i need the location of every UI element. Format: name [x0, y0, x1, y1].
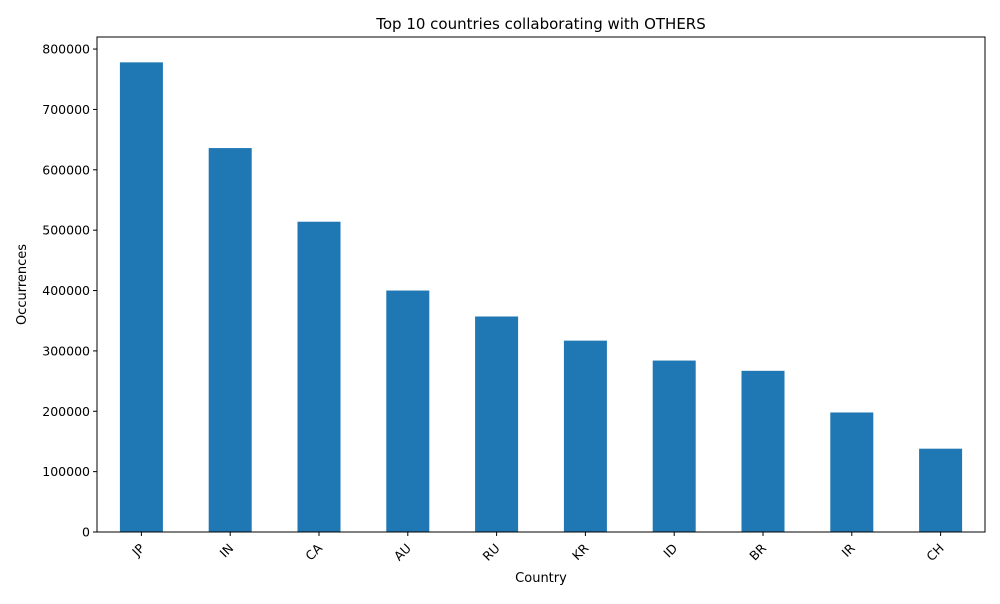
y-tick-label: 600000 — [42, 162, 90, 177]
x-tick-label: IN — [216, 541, 236, 561]
bar-br — [741, 370, 785, 532]
x-tick-label: BR — [746, 540, 769, 563]
x-tick-label: JP — [128, 540, 148, 560]
y-tick-label: 500000 — [42, 223, 90, 238]
y-tick-label: 0 — [82, 525, 90, 540]
y-axis-label: Occurrences — [15, 244, 30, 325]
bar-id — [652, 360, 696, 532]
chart-title: Top 10 countries collaborating with OTHE… — [375, 15, 706, 33]
bar-ca — [297, 221, 341, 532]
x-axis-label: Country — [515, 571, 567, 586]
bar-au — [386, 290, 430, 532]
bar-jp — [119, 62, 163, 532]
bar-ru — [475, 316, 519, 532]
y-tick-label: 300000 — [42, 343, 90, 358]
bar-kr — [563, 340, 607, 532]
x-tick-label: IR — [839, 540, 859, 560]
x-tick-label: RU — [479, 541, 502, 564]
x-tick-label: ID — [660, 541, 680, 561]
y-tick-label: 100000 — [42, 464, 90, 479]
plot-frame — [96, 36, 986, 533]
bar-ir — [830, 412, 874, 532]
bar-in — [208, 148, 252, 532]
x-tick-label: KR — [569, 540, 592, 563]
y-tick-label: 400000 — [42, 283, 90, 298]
bar-ch — [919, 448, 963, 532]
y-tick-label: 800000 — [42, 42, 90, 57]
y-tick-label: 700000 — [42, 102, 90, 117]
x-tick-label: CA — [302, 540, 325, 563]
y-tick-label: 200000 — [42, 404, 90, 419]
y-axis: 0 100000 200000 300000 400000 500000 600000 700… — [42, 42, 97, 540]
x-axis: JP IN CA AU RU KR ID BR IR CH — [128, 532, 947, 564]
x-tick-label: AU — [391, 541, 414, 564]
x-tick-label: CH — [923, 541, 946, 564]
bar-series — [119, 62, 963, 532]
